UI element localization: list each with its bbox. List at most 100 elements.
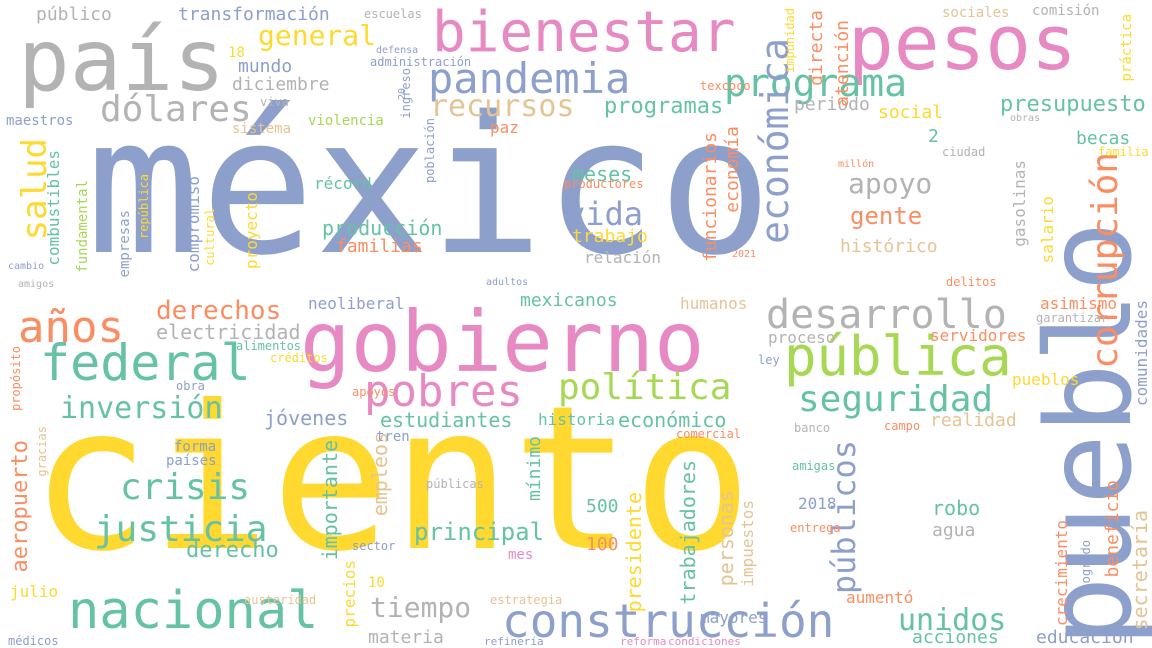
word-ciudad: ciudad <box>942 145 986 159</box>
word-18: 18 <box>228 45 245 61</box>
word-mayores: mayores <box>700 608 768 627</box>
word-gobierno: gobierno <box>300 293 705 391</box>
word-mexicanos: mexicanos <box>520 290 618 311</box>
word-refineria: refinería <box>484 635 544 648</box>
word-julio: julio <box>10 582 59 601</box>
word-pobres: pobres <box>364 366 523 417</box>
word-obra: obra <box>176 379 205 393</box>
word-neoliberal: neoliberal <box>308 294 405 313</box>
word-agua: agua <box>932 520 976 541</box>
word-recursos: recursos <box>430 89 575 124</box>
word-economico: económico <box>618 408 727 432</box>
word-comision: comisión <box>1032 3 1100 19</box>
word-social: social <box>878 102 944 123</box>
word-aeropuerto: aeropuerto <box>8 440 33 573</box>
word-fundamental: fundamental <box>75 180 91 273</box>
word-asimismo: asimismo <box>1040 294 1118 313</box>
word-adultos: adultos <box>486 277 529 288</box>
word-diciembre: diciembre <box>232 74 330 95</box>
word-importante: importante <box>318 440 342 561</box>
word-historico: histórico <box>840 236 938 257</box>
word-cultural: cultural <box>203 208 217 266</box>
word-economia: economía <box>722 126 743 213</box>
word-educacion: educación <box>1036 627 1134 648</box>
word-pesos: pesos <box>848 0 1077 87</box>
word-construccion: construcción <box>502 594 835 648</box>
word-personas: personas <box>714 490 738 587</box>
word-obras: obras <box>1010 113 1041 124</box>
word-derecho: derecho <box>186 538 279 563</box>
word-sistema: sistema <box>232 121 292 137</box>
word-forma: forma <box>174 439 217 455</box>
word-mexico: méxico <box>86 76 773 297</box>
word-proceso: proceso <box>768 328 836 347</box>
word-ciento: ciento <box>30 363 753 596</box>
word-crecimiento: crecimiento <box>1052 520 1071 626</box>
word-maestros: maestros <box>6 113 74 129</box>
word-seguridad: seguridad <box>798 379 994 420</box>
word-campo: campo <box>884 419 921 433</box>
word-impuestos: impuestos <box>738 500 757 587</box>
word-derechos: derechos <box>156 296 282 326</box>
word-robo: robo <box>932 496 981 520</box>
word-periodo: periodo <box>794 94 870 115</box>
word-precios: precios <box>340 560 359 628</box>
word-mundo: mundo <box>238 56 293 77</box>
word-transformacion: transformación <box>178 4 330 25</box>
word-2021: 2021 <box>732 249 757 260</box>
word-austeridad: austeridad <box>244 593 317 607</box>
word-2018: 2018 <box>798 494 837 513</box>
word-ley: ley <box>758 353 780 367</box>
word-texcoco: texcoco <box>700 79 751 93</box>
word-paz: paz <box>490 118 519 137</box>
word-combustibles: combustibles <box>44 150 63 266</box>
word-anos: años <box>18 302 124 353</box>
word-pandemia: pandemia <box>428 54 631 103</box>
word-electricidad: electricidad <box>156 320 301 344</box>
word-proyecto: proyecto <box>242 192 261 270</box>
word-apoyos: apoyos <box>352 385 396 399</box>
word-mes: mes <box>508 547 534 563</box>
word-bienestar: bienestar <box>432 0 736 65</box>
word-beneficio: beneficio <box>1102 480 1123 578</box>
word-impunidad: impunidad <box>783 8 797 74</box>
word-atencion: atención <box>832 20 853 107</box>
word-corrupcion: corrupción <box>1085 152 1126 369</box>
word-10: 10 <box>368 575 385 591</box>
word-presidente: presidente <box>622 492 646 613</box>
word-20: 20 <box>397 88 408 101</box>
word-realidad: realidad <box>930 410 1017 431</box>
word-2: 2 <box>928 126 939 147</box>
word-unidos: unidos <box>898 603 1007 638</box>
word-meses: meses <box>572 162 633 186</box>
word-creditos: créditos <box>270 351 328 365</box>
word-defensa: defensa <box>376 45 419 56</box>
word-record: récord <box>314 174 372 193</box>
word-crisis: crisis <box>120 467 251 508</box>
word-productores: productores <box>564 177 644 191</box>
word-amigos: amigos <box>18 279 55 290</box>
word-condiciones: condiciones <box>668 635 741 648</box>
word-produccion: producción <box>322 216 443 240</box>
word-amigas: amigas <box>792 459 836 473</box>
word-gasolinas: gasolinas <box>1010 160 1029 247</box>
word-familias: familias <box>336 236 423 257</box>
word-nacional: nacional <box>68 581 319 641</box>
word-historia: historia <box>538 410 616 429</box>
word-minimo: mínimo <box>524 436 545 502</box>
word-poblacion: población <box>423 118 437 184</box>
word-comercial: comercial <box>676 427 742 441</box>
word-administracion: administración <box>370 55 472 69</box>
word-empresas: empresas <box>117 210 133 278</box>
word-secretaria: secretaría <box>1128 510 1152 631</box>
word-medicos: médicos <box>8 634 59 648</box>
word-compromiso: compromiso <box>184 176 203 273</box>
word-banco: banco <box>794 421 831 435</box>
word-programas: programas <box>604 94 724 119</box>
word-republica: república <box>137 174 151 240</box>
word-vida: vida <box>566 195 644 233</box>
word-salario: salario <box>1038 196 1057 264</box>
word-estrategia: estrategia <box>490 593 563 607</box>
word-comunidades: comunidades <box>1132 300 1151 406</box>
